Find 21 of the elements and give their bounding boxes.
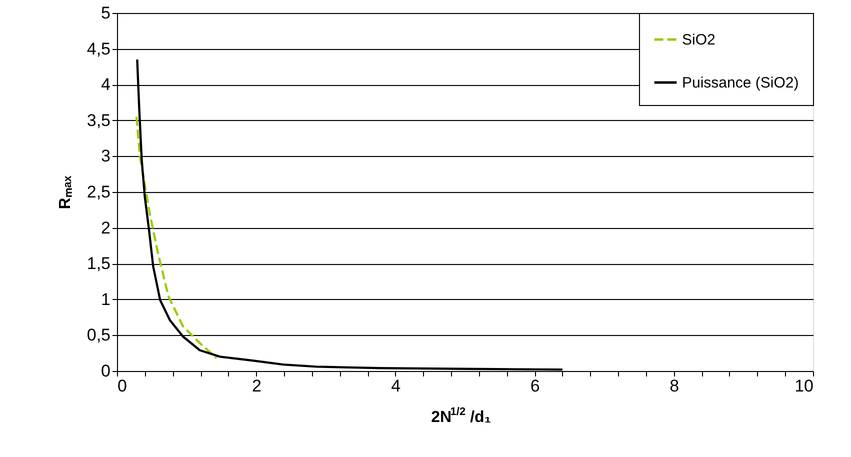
x-tick-label: 10	[794, 376, 814, 396]
y-tick-label: 5	[101, 4, 110, 22]
y-tick-label: 1,5	[86, 254, 110, 274]
x-tick-label: 8	[670, 376, 680, 396]
y-tick-label: 3,5	[86, 110, 110, 130]
x-tick-label: 4	[391, 376, 401, 396]
legend-label: Puissance (SiO2)	[682, 74, 799, 92]
x-tick-label: 2	[252, 376, 262, 396]
y-tick-label: 3	[101, 146, 110, 166]
y-tick-label: 0	[101, 362, 110, 380]
y-tick-label: 4,5	[86, 39, 110, 58]
y-tick-label: 2	[101, 218, 110, 238]
x-tick-label: 0	[118, 376, 127, 396]
legend-label: SiO2	[682, 32, 716, 48]
y-tick-label: 0,5	[86, 326, 110, 345]
y-tick-label: 1	[101, 290, 110, 309]
line-series	[135, 116, 218, 360]
y-tick-label: 4	[101, 75, 110, 94]
y-tick-label: 2,5	[86, 182, 110, 202]
y-axis-title: Rₘₐₓ	[56, 176, 74, 210]
x-tick-label: 6	[530, 376, 540, 396]
